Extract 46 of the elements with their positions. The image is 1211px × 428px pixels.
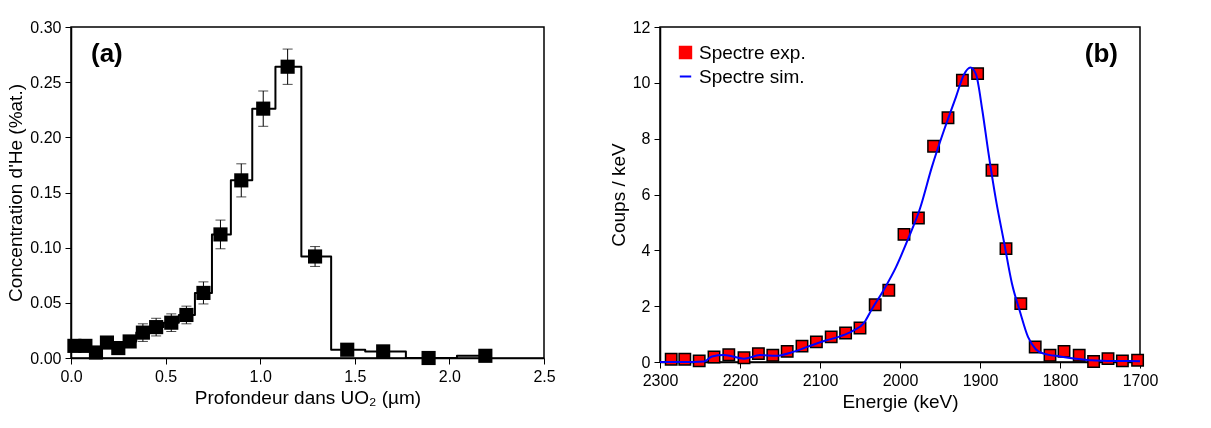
legend-label: Spectre sim. xyxy=(699,65,805,87)
point xyxy=(196,285,211,300)
point xyxy=(122,334,137,349)
point xyxy=(88,345,104,360)
point xyxy=(213,227,228,242)
x-tick-label: 1700 xyxy=(1122,371,1159,389)
point xyxy=(478,348,493,363)
y-tick-label: 0.00 xyxy=(30,349,62,367)
y-tick-label: 0.20 xyxy=(30,128,62,146)
point xyxy=(234,173,249,188)
y-tick-label: 2 xyxy=(641,297,651,315)
point xyxy=(280,59,295,74)
point xyxy=(340,342,355,357)
y-axis-title: Concentration d'He (%at.) xyxy=(5,83,27,303)
x-tick-label: 2300 xyxy=(642,371,679,389)
x-axis-title: Profondeur dans UO₂ (µm) xyxy=(194,386,422,408)
x-tick-label: 1900 xyxy=(962,371,999,389)
x-tick-label: 0.0 xyxy=(60,367,83,385)
y-axis-title: Coups / keV xyxy=(607,142,629,247)
x-axis-title: Energie (keV) xyxy=(842,390,959,412)
y-tick-label: 12 xyxy=(632,18,651,36)
x-tick-label: 2000 xyxy=(882,371,919,389)
y-tick-label: 0.15 xyxy=(30,184,62,201)
x-tick-label: 0.5 xyxy=(154,367,178,385)
y-tick-label: 0.10 xyxy=(30,239,62,257)
x-tick-label: 1800 xyxy=(1042,371,1079,389)
y-tick-label: 10 xyxy=(632,74,651,92)
x-tick-label: 2100 xyxy=(802,371,839,389)
y-tick-label: 6 xyxy=(641,186,651,203)
x-tick-label: 1.0 xyxy=(249,367,272,385)
legend-label: Spectre exp. xyxy=(699,41,806,63)
point xyxy=(376,344,391,359)
y-tick-label: 4 xyxy=(641,241,651,259)
point xyxy=(421,350,436,366)
annotation: (b) xyxy=(1084,38,1118,68)
x-tick-label: 2200 xyxy=(722,371,759,389)
annotation: (a) xyxy=(91,38,123,68)
y-tick-label: 0.30 xyxy=(30,18,62,36)
point xyxy=(256,101,271,116)
x-tick-label: 2.5 xyxy=(533,367,556,385)
y-tick-label: 0.05 xyxy=(30,294,62,312)
x-tick-label: 1.5 xyxy=(344,367,367,385)
y-tick-label: 0.25 xyxy=(30,73,62,91)
x-tick-label: 2.0 xyxy=(438,367,462,385)
y-tick-label: 8 xyxy=(641,130,651,148)
y-tick-label: 0 xyxy=(641,353,651,371)
